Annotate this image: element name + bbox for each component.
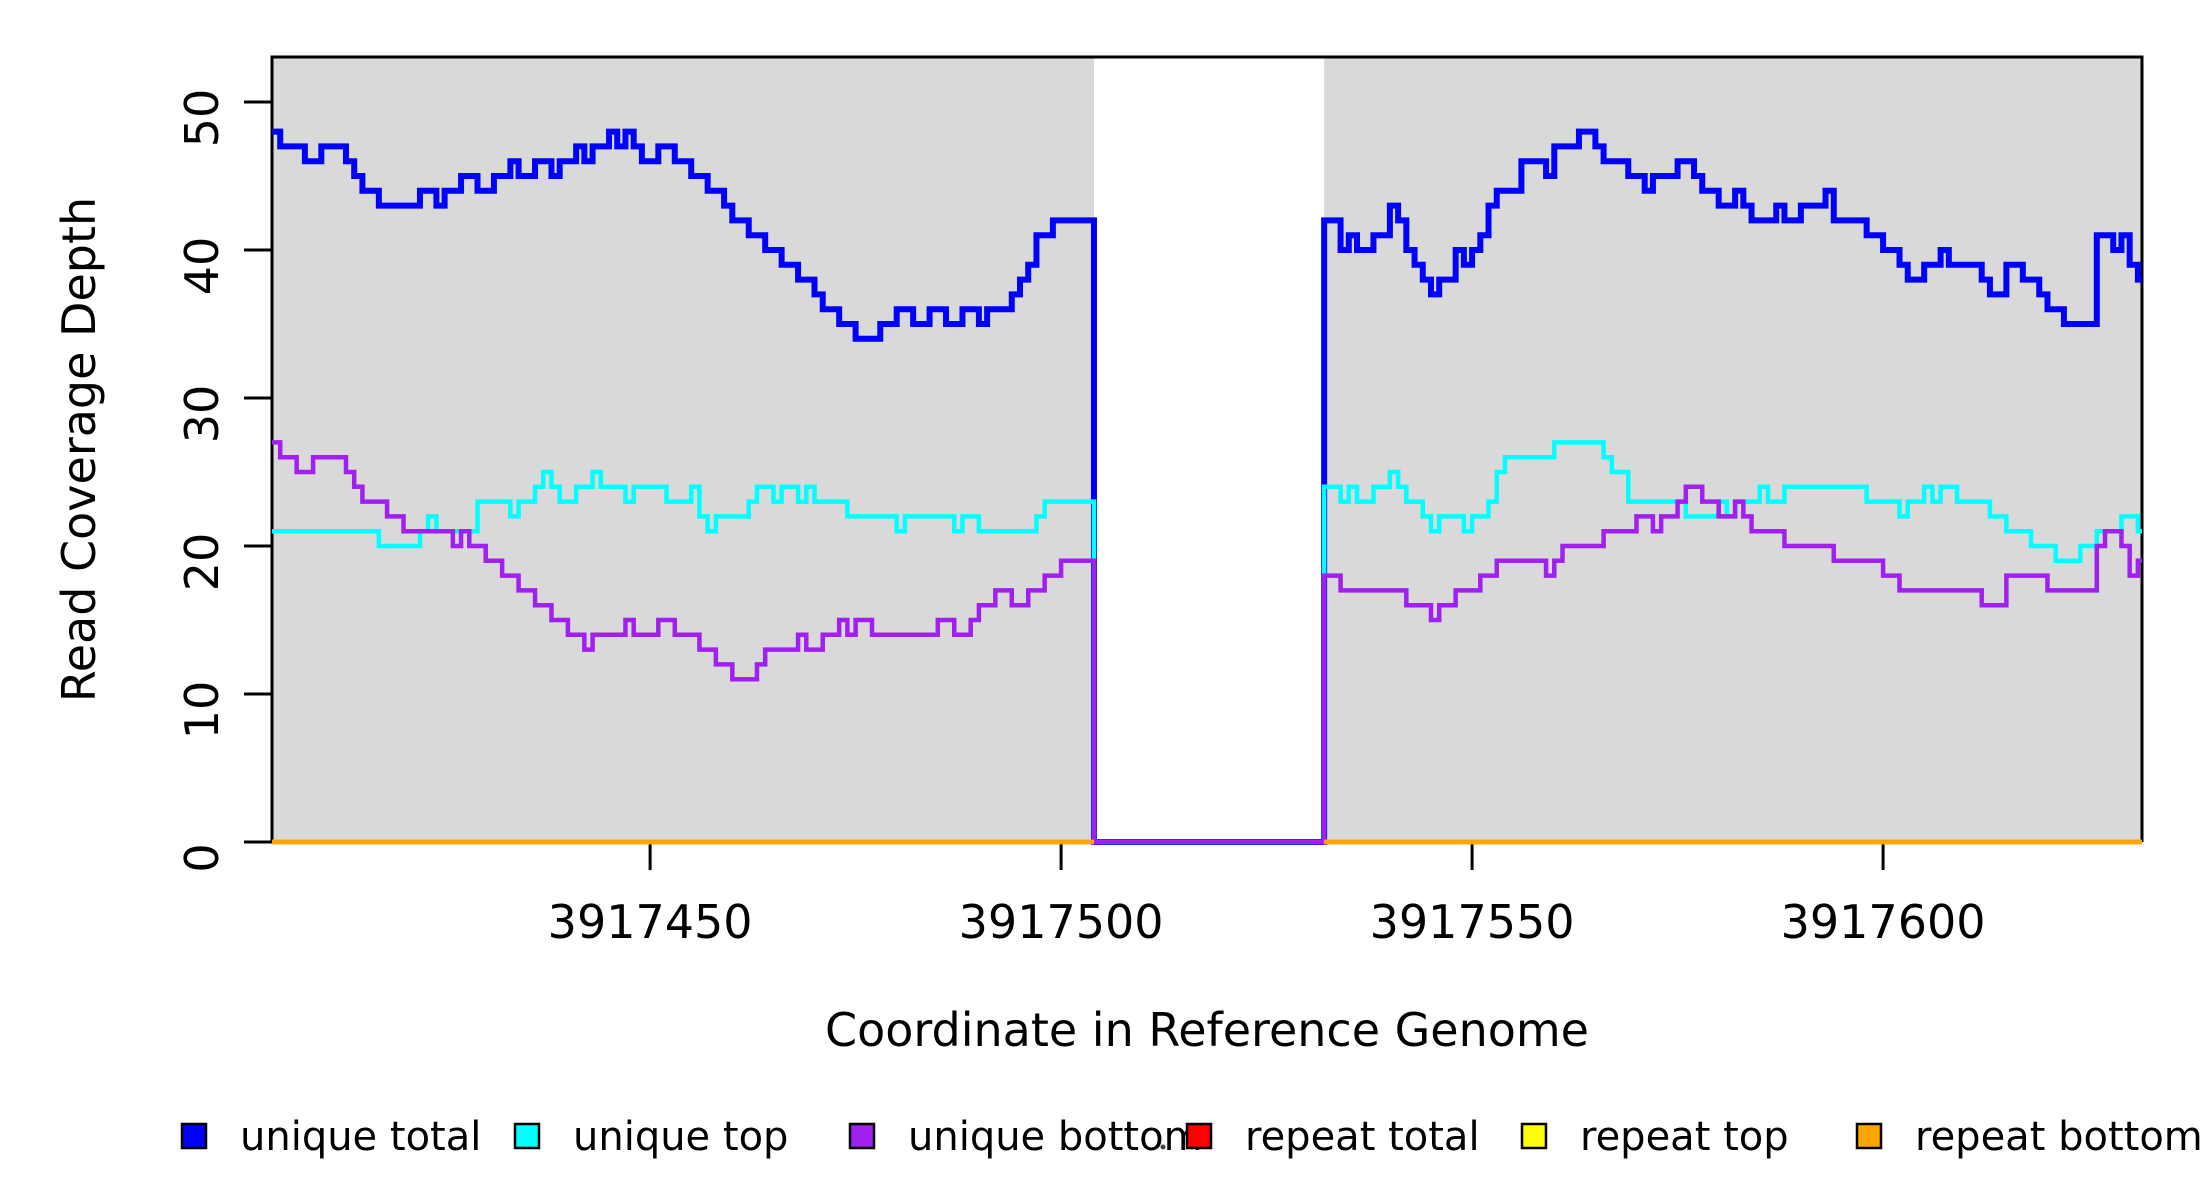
legend-label-repeat-top: repeat top — [1580, 1114, 1789, 1160]
y-axis-tick-label: 10 — [175, 681, 229, 740]
legend-swatch-repeat-total — [1185, 1122, 1213, 1150]
x-axis-title: Coordinate in Reference Genome — [825, 1003, 1589, 1057]
y-axis-tick-label: 30 — [175, 385, 229, 444]
x-axis-tick-label: 3917600 — [1781, 895, 1986, 949]
legend-swatch-unique-bottom — [848, 1122, 876, 1150]
x-axis-tick-label: 3917550 — [1370, 895, 1575, 949]
plot-bg-right — [1324, 57, 2142, 842]
series-unique-bottom-line — [272, 440, 2142, 845]
legend-label-unique-total: unique total — [240, 1114, 481, 1160]
legend-swatch-unique-total — [180, 1122, 208, 1150]
legend-label-unique-bottom: unique bottom — [908, 1114, 1203, 1160]
plot-border — [270, 55, 2144, 842]
legend-swatch-unique-top — [513, 1122, 541, 1150]
coverage-gap-region — [1093, 59, 1325, 842]
y-axis-title: Read Coverage Depth — [52, 197, 106, 702]
x-axis-tick-label: 3917450 — [548, 895, 753, 949]
y-axis-tick-label: 0 — [175, 843, 229, 872]
legend-swatch-repeat-top — [1520, 1122, 1548, 1150]
y-axis-tick-label: 20 — [175, 533, 229, 592]
legend-label-unique-top: unique top — [573, 1114, 788, 1160]
y-axis-tick-label: 50 — [175, 89, 229, 148]
legend-label-repeat-bottom: repeat bottom — [1915, 1114, 2200, 1160]
stray-dot — [1160, 1144, 1166, 1150]
legend-label-repeat-total: repeat total — [1245, 1114, 1480, 1160]
legend-swatch-repeat-bottom — [1855, 1122, 1883, 1150]
x-axis-tick-label: 3917500 — [959, 895, 1164, 949]
plot-bg-left — [272, 57, 1094, 842]
y-axis-tick-label: 40 — [175, 237, 229, 296]
